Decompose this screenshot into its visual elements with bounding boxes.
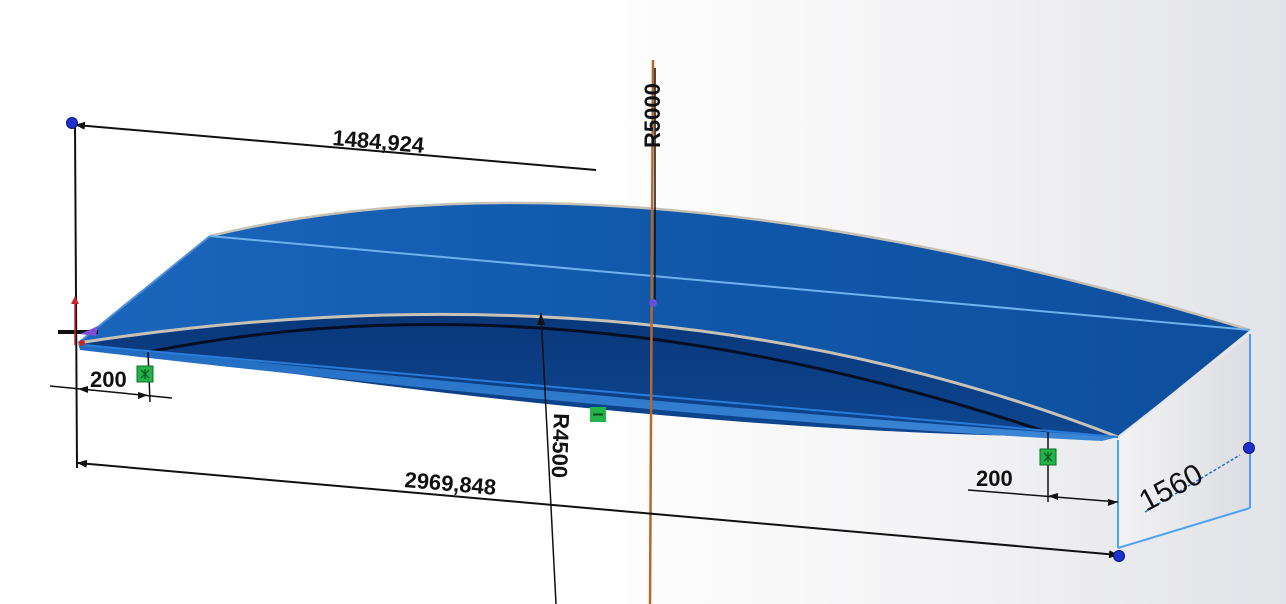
dim-half-length-text[interactable]: 1484,924 bbox=[332, 125, 426, 158]
dim-offset-left-line[interactable] bbox=[49, 385, 173, 399]
dim-half-length-line[interactable] bbox=[75, 121, 597, 171]
dim-offset-right-line[interactable] bbox=[967, 489, 1119, 503]
dim-offset-right-arrow-a bbox=[1048, 493, 1058, 500]
dim-total-length-text[interactable]: 2969,848 bbox=[404, 467, 498, 500]
left-extension-line bbox=[74, 124, 78, 469]
sketch-point-icon[interactable] bbox=[1113, 550, 1125, 562]
front-arch-face[interactable] bbox=[78, 314, 1118, 438]
bottom-skirt-face bbox=[78, 343, 1118, 441]
dim-offset-left-arrow-a bbox=[78, 386, 88, 393]
relation-fixed-icon[interactable] bbox=[1039, 448, 1057, 466]
origin-triad-icon[interactable] bbox=[58, 296, 98, 346]
r4500-text[interactable]: R4500 bbox=[547, 413, 574, 479]
dim-offset-left-text[interactable]: 200 bbox=[90, 367, 127, 392]
dim-width-line[interactable] bbox=[1144, 454, 1241, 513]
left-slope-edge bbox=[77, 235, 211, 344]
top-face[interactable] bbox=[78, 202, 1250, 437]
right-slope-edge bbox=[1117, 333, 1251, 438]
dim-offset-right-text[interactable]: 200 bbox=[976, 466, 1013, 491]
sketch-point-icon[interactable] bbox=[66, 117, 78, 129]
front-top-edge[interactable] bbox=[77, 312, 1119, 439]
side-bottom-edge bbox=[1117, 507, 1251, 549]
inner-arch-edge[interactable] bbox=[147, 322, 1048, 434]
back-top-edge[interactable] bbox=[209, 201, 1251, 332]
r4500-arrow bbox=[537, 313, 545, 325]
sketch-point-icon[interactable] bbox=[1243, 442, 1255, 454]
sketch-point-icon[interactable] bbox=[649, 299, 657, 307]
dim-offset-left-arrow-b bbox=[138, 392, 148, 399]
relation-horizontal-icon[interactable] bbox=[590, 407, 606, 422]
side-face[interactable] bbox=[1118, 334, 1250, 548]
dim-offset-right-arrow-b bbox=[1108, 499, 1118, 506]
dim-total-length-line[interactable] bbox=[77, 459, 1119, 559]
bottom-front-edge bbox=[79, 344, 1119, 438]
relation-fixed-icon[interactable] bbox=[136, 365, 154, 383]
tangent-edge[interactable] bbox=[209, 235, 1251, 331]
r5000-text[interactable]: R5000 bbox=[640, 83, 665, 148]
